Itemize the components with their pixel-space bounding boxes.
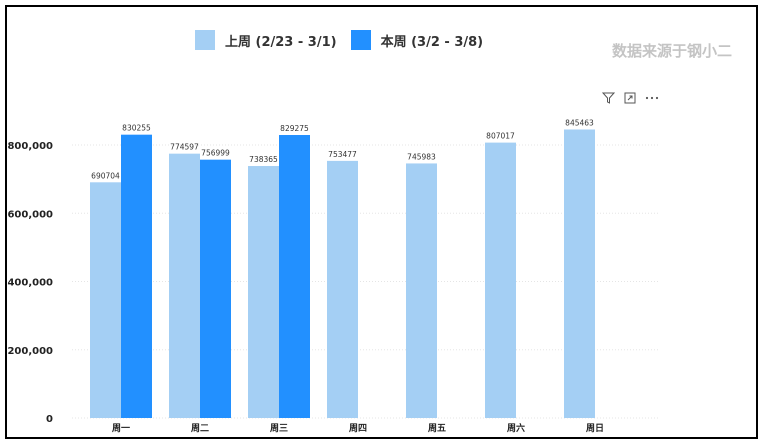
source-note: 数据来源于钢小二	[612, 42, 733, 60]
chart-frame	[5, 5, 758, 439]
legend-label-last-week: 上周 (2/23 - 3/1)	[225, 34, 337, 50]
expand-icon[interactable]	[624, 92, 636, 107]
legend-item-this-week[interactable]: 本周 (3/2 - 3/8)	[350, 30, 484, 50]
legend-label-this-week: 本周 (3/2 - 3/8)	[380, 34, 484, 50]
legend-swatch-this-week	[350, 30, 371, 50]
visual-toolbar	[601, 92, 659, 107]
filter-icon[interactable]	[601, 92, 616, 107]
legend: 上周 (2/23 - 3/1) 本周 (3/2 - 3/8)	[195, 30, 497, 50]
more-icon[interactable]	[645, 92, 659, 107]
legend-swatch-last-week	[195, 30, 215, 50]
legend-item-last-week[interactable]: 上周 (2/23 - 3/1)	[195, 30, 337, 50]
